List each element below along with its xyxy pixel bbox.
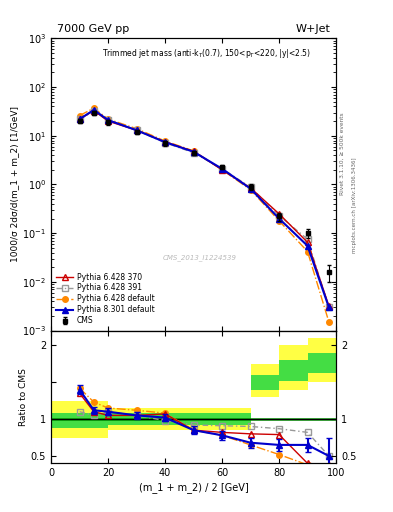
Y-axis label: 1000/σ 2dσ/d(m_1 + m_2) [1/GeV]: 1000/σ 2dσ/d(m_1 + m_2) [1/GeV] xyxy=(11,106,20,263)
Pythia 6.428 370 xyxy=(106,118,110,124)
Pythia 6.428 370 xyxy=(277,211,281,217)
Pythia 8.301 default xyxy=(134,127,139,133)
Pythia 6.428 391 xyxy=(327,304,331,310)
Line: Pythia 6.428 default: Pythia 6.428 default xyxy=(77,105,332,325)
Pythia 6.428 391 xyxy=(305,236,310,242)
Pythia 8.301 default xyxy=(191,148,196,155)
Pythia 6.428 default xyxy=(106,116,110,122)
Pythia 6.428 370 xyxy=(191,148,196,155)
Pythia 8.301 default xyxy=(248,186,253,192)
Pythia 6.428 370 xyxy=(92,108,96,114)
Pythia 6.428 370 xyxy=(77,116,82,122)
Pythia 6.428 370 xyxy=(327,303,331,309)
Pythia 6.428 391 xyxy=(77,116,82,122)
Pythia 6.428 391 xyxy=(248,184,253,190)
Line: Pythia 8.301 default: Pythia 8.301 default xyxy=(77,107,332,310)
Text: Trimmed jet mass (anti-k$_T$(0.7), 150<p$_T$<220, |y|<2.5): Trimmed jet mass (anti-k$_T$(0.7), 150<p… xyxy=(102,47,311,60)
Line: Pythia 6.428 370: Pythia 6.428 370 xyxy=(77,108,332,309)
Pythia 6.428 391 xyxy=(106,117,110,123)
Pythia 6.428 default xyxy=(92,105,96,111)
Pythia 8.301 default xyxy=(277,216,281,222)
Pythia 8.301 default xyxy=(92,107,96,113)
Text: Rivet 3.1.10, ≥ 500k events: Rivet 3.1.10, ≥ 500k events xyxy=(340,112,345,195)
Pythia 6.428 default xyxy=(191,148,196,154)
Pythia 6.428 370 xyxy=(305,239,310,245)
Text: mcplots.cern.ch [arXiv:1306.3436]: mcplots.cern.ch [arXiv:1306.3436] xyxy=(352,157,357,252)
Pythia 8.301 default xyxy=(305,243,310,249)
Pythia 6.428 391 xyxy=(220,166,224,172)
Pythia 6.428 370 xyxy=(134,127,139,133)
Text: CMS_2013_I1224539: CMS_2013_I1224539 xyxy=(162,254,236,261)
Text: 7000 GeV pp: 7000 GeV pp xyxy=(57,24,129,34)
Pythia 6.428 391 xyxy=(191,150,196,156)
Y-axis label: Ratio to CMS: Ratio to CMS xyxy=(19,368,28,426)
Pythia 6.428 370 xyxy=(248,185,253,191)
Legend: Pythia 6.428 370, Pythia 6.428 391, Pythia 6.428 default, Pythia 8.301 default, : Pythia 6.428 370, Pythia 6.428 391, Pyth… xyxy=(55,271,156,327)
Pythia 6.428 default xyxy=(277,218,281,224)
Pythia 6.428 default xyxy=(305,248,310,254)
Pythia 6.428 default xyxy=(327,319,331,325)
Pythia 8.301 default xyxy=(106,117,110,123)
Pythia 6.428 370 xyxy=(163,139,167,145)
Pythia 8.301 default xyxy=(163,139,167,145)
Pythia 6.428 default xyxy=(248,187,253,193)
Pythia 8.301 default xyxy=(327,304,331,310)
Pythia 6.428 391 xyxy=(277,212,281,219)
X-axis label: (m_1 + m_2) / 2 [GeV]: (m_1 + m_2) / 2 [GeV] xyxy=(139,482,248,493)
Pythia 6.428 default xyxy=(134,125,139,132)
Pythia 6.428 370 xyxy=(220,167,224,173)
Text: W+Jet: W+Jet xyxy=(296,24,330,34)
Pythia 8.301 default xyxy=(77,116,82,122)
Pythia 6.428 default xyxy=(77,113,82,119)
Pythia 8.301 default xyxy=(220,166,224,172)
Pythia 6.428 default xyxy=(220,167,224,173)
Pythia 6.428 391 xyxy=(92,108,96,114)
Pythia 6.428 default xyxy=(163,138,167,144)
Pythia 6.428 391 xyxy=(134,127,139,133)
Line: Pythia 6.428 391: Pythia 6.428 391 xyxy=(77,109,332,310)
Pythia 6.428 391 xyxy=(163,140,167,146)
